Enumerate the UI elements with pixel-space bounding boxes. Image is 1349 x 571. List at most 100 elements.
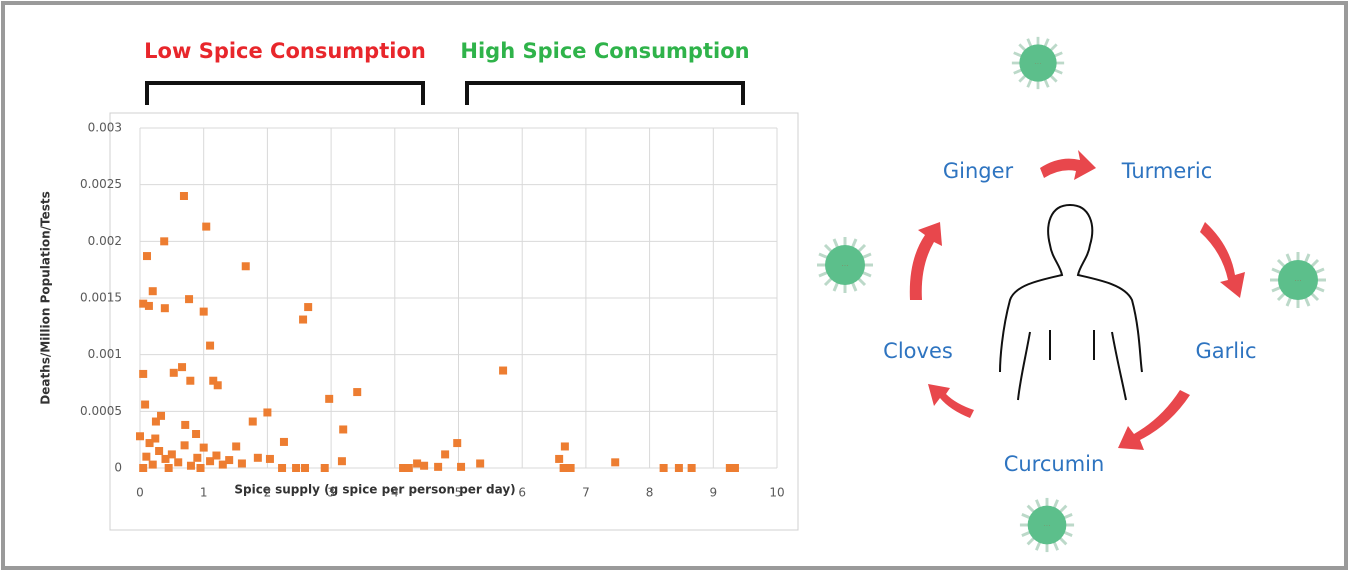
point xyxy=(434,463,442,471)
point xyxy=(731,464,739,472)
y-tick-label: 0.0015 xyxy=(80,291,122,305)
point xyxy=(142,453,150,461)
y-tick-label: 0.0025 xyxy=(80,177,122,191)
point xyxy=(254,454,262,462)
x-tick-label: 6 xyxy=(518,486,526,500)
diagram-label: Turmeric xyxy=(1121,159,1213,183)
y-tick-label: 0.003 xyxy=(88,121,122,135)
annotation: High Spice Consumption xyxy=(460,39,749,63)
point xyxy=(413,459,421,467)
point xyxy=(139,464,147,472)
point xyxy=(266,455,274,463)
figure: · · · Low Spice Consumption High Spice C… xyxy=(0,0,1349,571)
point xyxy=(214,381,222,389)
x-tick-label: 5 xyxy=(455,486,463,500)
point xyxy=(139,370,147,378)
point xyxy=(136,432,144,440)
point xyxy=(325,395,333,403)
point xyxy=(197,464,205,472)
y-tick-label: 0 xyxy=(114,461,122,475)
point xyxy=(499,367,507,375)
point xyxy=(165,464,173,472)
x-tick-label: 7 xyxy=(582,486,590,500)
diagram-label: Cloves xyxy=(883,339,953,363)
x-tick-label: 9 xyxy=(709,486,717,500)
y-tick-label: 0.0005 xyxy=(80,404,122,418)
point xyxy=(457,463,465,471)
point xyxy=(146,439,154,447)
virus-icon xyxy=(1270,252,1326,308)
point xyxy=(263,408,271,416)
x-tick-label: 4 xyxy=(391,486,399,500)
point xyxy=(688,464,696,472)
point xyxy=(232,442,240,450)
point xyxy=(161,304,169,312)
x-tick-label: 0 xyxy=(136,486,144,500)
x-tick-label: 3 xyxy=(327,486,335,500)
point xyxy=(567,464,575,472)
point xyxy=(143,252,151,260)
point xyxy=(238,459,246,467)
point xyxy=(206,342,214,350)
virus-icon xyxy=(1012,37,1064,89)
point xyxy=(299,316,307,324)
point xyxy=(420,462,428,470)
x-tick-label: 8 xyxy=(646,486,654,500)
point xyxy=(180,192,188,200)
diagram-label: Curcumin xyxy=(1004,452,1105,476)
point xyxy=(660,464,668,472)
annotation: Low Spice Consumption xyxy=(144,39,426,63)
point xyxy=(181,441,189,449)
y-axis-label: Deaths/Million Population/Tests xyxy=(39,191,53,405)
point xyxy=(168,450,176,458)
point xyxy=(321,464,329,472)
point xyxy=(292,464,300,472)
x-tick-label: 1 xyxy=(200,486,208,500)
point xyxy=(193,454,201,462)
point xyxy=(181,421,189,429)
point xyxy=(145,302,153,310)
point xyxy=(202,223,210,231)
point xyxy=(353,388,361,396)
point xyxy=(555,455,563,463)
point xyxy=(160,237,168,245)
point xyxy=(441,450,449,458)
point xyxy=(304,303,312,311)
point xyxy=(200,308,208,316)
point xyxy=(301,464,309,472)
point xyxy=(141,401,149,409)
point xyxy=(561,442,569,450)
x-tick-label: 10 xyxy=(769,486,784,500)
point xyxy=(152,418,160,426)
point xyxy=(278,464,286,472)
point xyxy=(155,447,163,455)
point xyxy=(185,295,193,303)
point xyxy=(174,458,182,466)
y-tick-label: 0.002 xyxy=(88,234,122,248)
point xyxy=(187,462,195,470)
point xyxy=(225,456,233,464)
point xyxy=(280,438,288,446)
virus-icon xyxy=(1020,498,1074,552)
point xyxy=(405,464,413,472)
point xyxy=(149,287,157,295)
x-tick-label: 2 xyxy=(264,486,272,500)
point xyxy=(178,363,186,371)
point xyxy=(242,262,250,270)
diagram-label: Garlic xyxy=(1196,339,1257,363)
point xyxy=(560,464,568,472)
x-axis-label: Spice supply (g spice per person per day… xyxy=(234,483,515,497)
chart: · · · Low Spice Consumption High Spice C… xyxy=(0,0,1349,571)
point xyxy=(170,369,178,377)
point xyxy=(476,459,484,467)
point xyxy=(200,444,208,452)
point xyxy=(611,458,619,466)
virus-icon xyxy=(817,237,873,293)
diagram-label: Ginger xyxy=(943,159,1014,183)
point xyxy=(186,377,194,385)
y-tick-label: 0.001 xyxy=(88,347,122,361)
point xyxy=(338,457,346,465)
point xyxy=(675,464,683,472)
point xyxy=(249,418,257,426)
point xyxy=(339,425,347,433)
